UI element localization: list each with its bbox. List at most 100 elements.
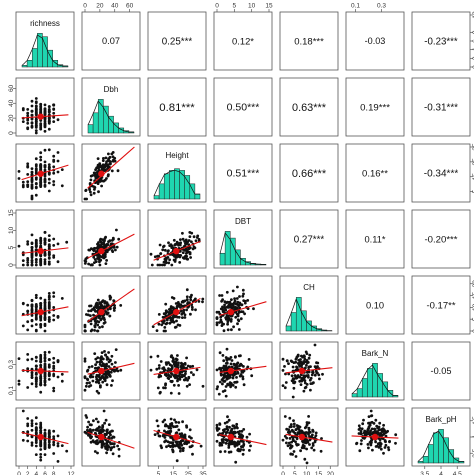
scatter-point bbox=[226, 322, 230, 326]
scatter-point bbox=[165, 445, 168, 449]
scatter-point bbox=[283, 415, 287, 418]
scatter-point bbox=[26, 257, 30, 260]
scatter-point bbox=[34, 431, 38, 434]
scatter-point bbox=[384, 434, 388, 438]
scatter-point bbox=[184, 372, 187, 376]
scatter-point bbox=[172, 360, 176, 364]
scatter-point bbox=[248, 449, 251, 452]
scatter-point bbox=[34, 315, 38, 319]
scatter-point bbox=[215, 439, 219, 443]
scatter-point bbox=[30, 99, 34, 103]
scatter-point bbox=[94, 321, 98, 325]
correlation-label: 0.81*** bbox=[159, 102, 195, 114]
scatter-point bbox=[60, 444, 64, 447]
scatter-point bbox=[34, 359, 38, 363]
scatter-point bbox=[181, 434, 185, 438]
x-tick-label: 3.5 bbox=[420, 471, 429, 475]
fit-line bbox=[285, 433, 333, 443]
x-tick-label: 0 bbox=[83, 3, 87, 10]
scatter-point bbox=[56, 444, 60, 448]
scatter-point bbox=[52, 244, 56, 247]
scatter-point bbox=[240, 436, 244, 440]
histogram-bar bbox=[169, 170, 175, 200]
scatter-point bbox=[170, 422, 174, 425]
scatter-point bbox=[294, 360, 298, 364]
scatter-point bbox=[177, 384, 181, 387]
scatter-point bbox=[106, 174, 110, 178]
scatter-point bbox=[30, 376, 34, 379]
scatter-point bbox=[52, 429, 56, 433]
scatter-point bbox=[304, 366, 307, 370]
scatter-point bbox=[104, 163, 108, 167]
mean-point bbox=[227, 367, 235, 375]
scatter-point bbox=[189, 298, 193, 302]
scatter-point bbox=[39, 358, 43, 361]
scatter-point bbox=[21, 183, 25, 187]
scatter-point bbox=[47, 119, 51, 122]
panel-frame bbox=[411, 275, 471, 335]
scatter-point bbox=[240, 429, 244, 433]
scatter-point bbox=[43, 148, 47, 152]
scatter-point bbox=[194, 308, 197, 312]
scatter-point bbox=[172, 320, 176, 324]
histogram-bar bbox=[229, 237, 236, 266]
scatter-point bbox=[225, 347, 229, 351]
scatter-point bbox=[183, 240, 187, 243]
scatter-point bbox=[95, 389, 99, 393]
scatter-point bbox=[107, 365, 111, 368]
x-tick-label: 25 bbox=[185, 471, 193, 475]
scatter-point bbox=[107, 373, 111, 376]
scatter-point bbox=[34, 243, 38, 247]
scatter-point bbox=[103, 239, 106, 243]
scatter-point bbox=[160, 323, 164, 327]
scatter-point bbox=[218, 321, 221, 324]
scatter-point bbox=[292, 425, 296, 428]
mean-point bbox=[37, 367, 44, 375]
scatter-point bbox=[185, 295, 189, 299]
scatter-point bbox=[43, 316, 47, 320]
scatter-point bbox=[112, 306, 116, 310]
scatter-point bbox=[92, 255, 96, 259]
scatter-point bbox=[89, 384, 93, 387]
scatter-point bbox=[182, 308, 186, 312]
scatter-point bbox=[110, 436, 114, 440]
scatter-point bbox=[374, 418, 378, 422]
scatter-point bbox=[112, 435, 116, 439]
scatter-point bbox=[230, 302, 234, 306]
scatter-point bbox=[188, 301, 191, 304]
scatter-point bbox=[299, 383, 303, 386]
scatter-point bbox=[17, 379, 21, 383]
scatter-point bbox=[110, 152, 114, 156]
scatter-point bbox=[60, 372, 64, 376]
correlation-label: 0.12* bbox=[232, 35, 254, 46]
scatter-point bbox=[163, 248, 167, 252]
x-tick-label: 0 bbox=[215, 3, 219, 10]
scatter-point bbox=[111, 236, 115, 240]
scatter-point bbox=[191, 364, 195, 368]
scatter-point bbox=[303, 357, 307, 361]
scatter-point bbox=[88, 188, 91, 192]
scatter-point bbox=[43, 262, 47, 266]
scatter-point bbox=[111, 429, 114, 433]
panel-frame bbox=[279, 209, 339, 269]
scatter-point bbox=[235, 365, 239, 368]
histogram-bar bbox=[422, 456, 429, 464]
scatter-point bbox=[30, 422, 34, 425]
histogram-bar bbox=[26, 60, 33, 68]
scatter-point bbox=[106, 243, 110, 246]
scatter-point bbox=[52, 237, 56, 241]
scatter-point bbox=[101, 380, 105, 384]
scatter-point bbox=[34, 176, 38, 180]
scatter-point bbox=[21, 301, 25, 305]
scatter-point bbox=[89, 304, 93, 308]
scatter-point bbox=[186, 378, 189, 382]
scatter-point bbox=[179, 365, 183, 368]
scatter-point bbox=[181, 420, 185, 424]
y-tick-label: 0.3 bbox=[8, 360, 15, 369]
x-tick-label: 0 bbox=[281, 471, 285, 475]
scatter-point bbox=[100, 167, 104, 170]
scatter-point bbox=[30, 443, 34, 447]
scatter-point bbox=[194, 239, 198, 243]
x-tick-label: 20 bbox=[96, 3, 104, 10]
scatter-point bbox=[101, 424, 105, 427]
